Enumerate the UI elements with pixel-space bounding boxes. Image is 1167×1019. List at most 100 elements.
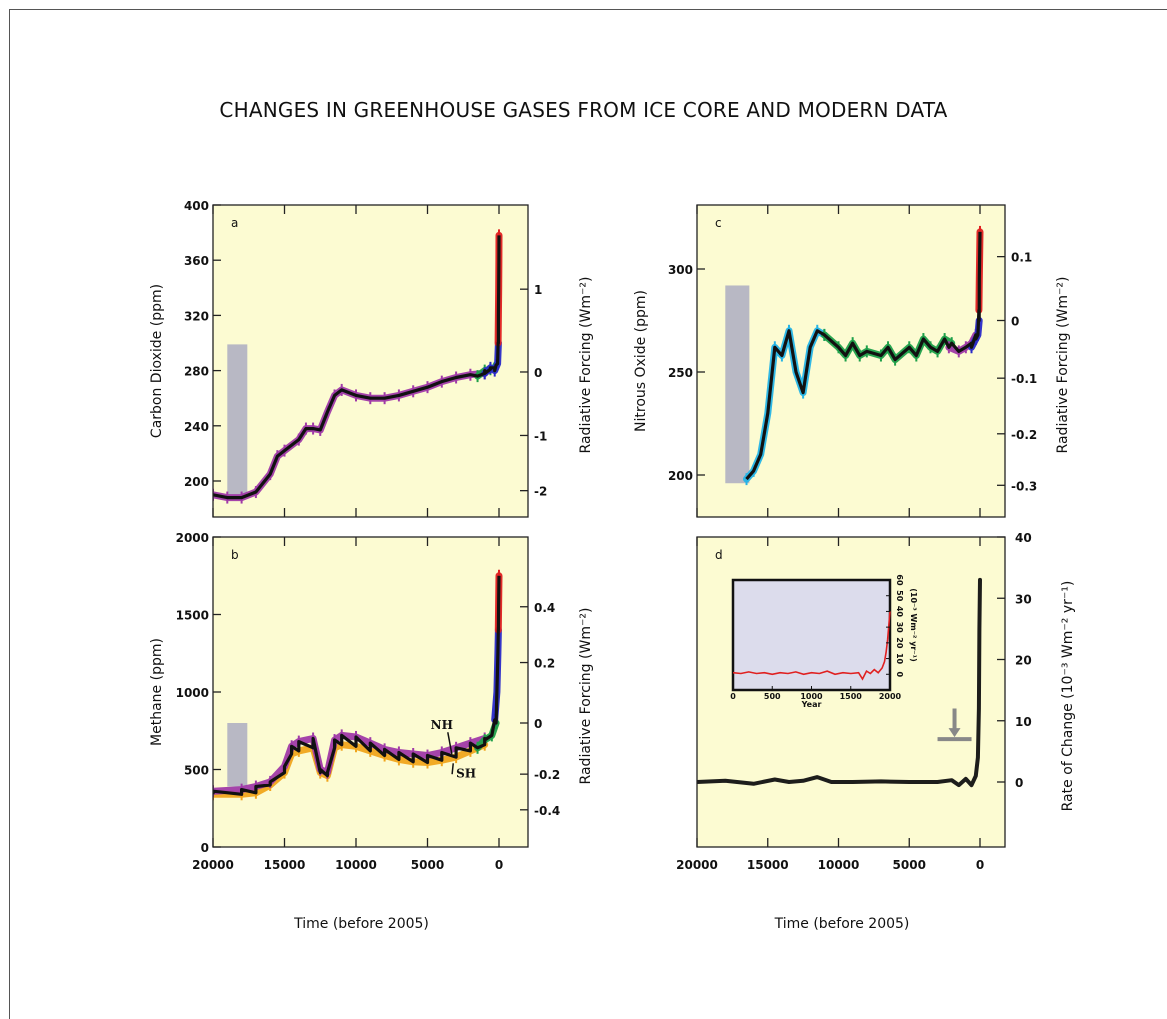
inset-chart: 0 500 1000 1500 2000 0 10 20 30 40 50 60 Year (10⁻³ W… [730, 574, 918, 709]
plot-area [213, 229, 503, 504]
x-tick-label: 10000 [818, 858, 860, 872]
nh-pointer [447, 732, 453, 755]
y2-tick-label: 0 [1015, 776, 1023, 790]
y2-axis-title: Radiative Forcing (Wm⁻²) [1055, 277, 1071, 454]
panel-letter: a [231, 216, 238, 230]
panel-background [213, 537, 528, 847]
x-tick-label: 5000 [893, 858, 926, 872]
y2-tick-label: 10 [1015, 715, 1032, 729]
inset-x-tick-label: 0 [730, 692, 736, 701]
gray-range-bar [725, 285, 750, 484]
inset-x-tick-label: 1000 [800, 692, 823, 701]
panel-a: a 200 240 280 320 360 400 1 0 -1 -2 Carbon Dioxide … [149, 199, 594, 518]
panel-b: b 20000 15000 10000 5000 0 0 500 1000 1500 2000 0.4… [149, 531, 594, 932]
inset-y-axis-title: (10⁻³ Wm⁻² yr⁻¹) [909, 588, 918, 662]
series-purple-line [213, 731, 489, 795]
panel-background [213, 205, 528, 517]
panel-c: c 200 250 300 0.1 0 -0.1 -0.2 -0.3 Nitrous Oxide … [633, 204, 1071, 518]
y-tick-label: 250 [668, 366, 693, 380]
y-tick-label: 240 [184, 420, 209, 434]
annotation-nh: NH [431, 718, 453, 732]
inset-x-tick-label: 1500 [840, 692, 863, 701]
y2-tick-label: -0.3 [1011, 479, 1037, 493]
y-tick-label: 200 [668, 469, 693, 483]
y-tick-label: 1000 [176, 686, 209, 700]
inset-x-tick-label: 500 [764, 692, 781, 701]
trend-line [213, 235, 501, 500]
y2-tick-label: -0.2 [1011, 428, 1037, 442]
panel-frame [696, 536, 1006, 848]
series-black-line [697, 577, 982, 788]
y2-tick-label: 40 [1015, 531, 1032, 545]
x-tick-label: 15000 [747, 858, 789, 872]
x-tick-label: 10000 [335, 858, 377, 872]
y2-tick-label: -0.4 [534, 804, 560, 818]
x-tick-label: 0 [495, 858, 503, 872]
y2-axis-title: Radiative Forcing (Wm⁻²) [578, 277, 594, 454]
x-tick-label: 0 [976, 858, 984, 872]
panel-letter: d [715, 548, 723, 562]
y-tick-label: 0 [201, 841, 209, 855]
y2-tick-label: 30 [1015, 592, 1032, 606]
y-axis-title: Nitrous Oxide (ppm) [633, 290, 649, 432]
panel-frame [212, 204, 529, 518]
y2-tick-label: -0.2 [534, 768, 560, 782]
x-axis-title: Time (before 2005) [774, 916, 910, 932]
y-tick-label: 200 [184, 475, 209, 489]
inset-background [731, 578, 892, 692]
y2-axis-title: Rate of Change (10⁻³ Wm⁻² yr⁻¹) [1060, 581, 1076, 812]
inset-x-tick-label: 2000 [879, 692, 902, 701]
inset-x-axis-title: Year [801, 700, 822, 709]
plot-area [725, 225, 984, 486]
y2-tick-label: -2 [534, 485, 547, 499]
panel-frame [696, 204, 1006, 518]
y2-axis-title: Radiative Forcing (Wm⁻²) [578, 608, 594, 785]
x-tick-label: 20000 [192, 858, 234, 872]
y2-tick-label: -1 [534, 429, 547, 443]
inset-y-tick-label: 20 [895, 637, 904, 649]
x-tick-label: 15000 [264, 858, 306, 872]
trend-line [213, 575, 501, 796]
inset-y-tick-label: 60 [895, 574, 904, 586]
y-tick-label: 400 [184, 199, 209, 213]
y2-tick-label: 0.1 [1011, 251, 1032, 265]
y2-tick-label: 0.2 [534, 657, 555, 671]
annotation-sh: SH [456, 766, 476, 780]
y2-tick-label: 20 [1015, 654, 1032, 668]
inset-y-tick-label: 40 [895, 606, 904, 618]
gray-range-bar [227, 344, 248, 498]
x-tick-label: 20000 [676, 858, 718, 872]
sh-pointer [451, 763, 454, 775]
y-tick-label: 1500 [176, 609, 209, 623]
x-axis-title: Time (before 2005) [293, 916, 429, 932]
x-tick-label: 5000 [411, 858, 444, 872]
y-axis-title: Carbon Dioxide (ppm) [149, 284, 165, 438]
y2-tick-label: 0 [534, 717, 542, 731]
y-axis-title: Methane (ppm) [149, 638, 165, 746]
panel-letter: c [715, 216, 722, 230]
arrow-head-icon [948, 728, 961, 738]
gray-range-bar [227, 723, 248, 787]
plot-area [697, 577, 982, 788]
inset-series-line [732, 611, 891, 681]
y-tick-label: 320 [184, 309, 209, 323]
y2-tick-label: -0.1 [1011, 372, 1037, 386]
panel-letter: b [231, 548, 239, 562]
y2-tick-label: 0.4 [534, 601, 555, 615]
y-tick-label: 2000 [176, 531, 209, 545]
inset-y-tick-label: 30 [895, 622, 904, 634]
plot-area [213, 569, 503, 801]
page-title: CHANGES IN GREENHOUSE GASES FROM ICE COR… [219, 98, 948, 122]
inset-y-tick-label: 0 [895, 671, 904, 677]
y-tick-label: 500 [184, 764, 209, 778]
inset-y-tick-label: 50 [895, 590, 904, 602]
y-tick-label: 280 [184, 365, 209, 379]
y-tick-label: 300 [668, 263, 693, 277]
page-frame [9, 9, 1167, 1019]
trend-line [745, 231, 982, 481]
inset-y-tick-label: 10 [895, 653, 904, 665]
y2-tick-label: 0 [1011, 315, 1019, 329]
y-tick-label: 360 [184, 254, 209, 268]
